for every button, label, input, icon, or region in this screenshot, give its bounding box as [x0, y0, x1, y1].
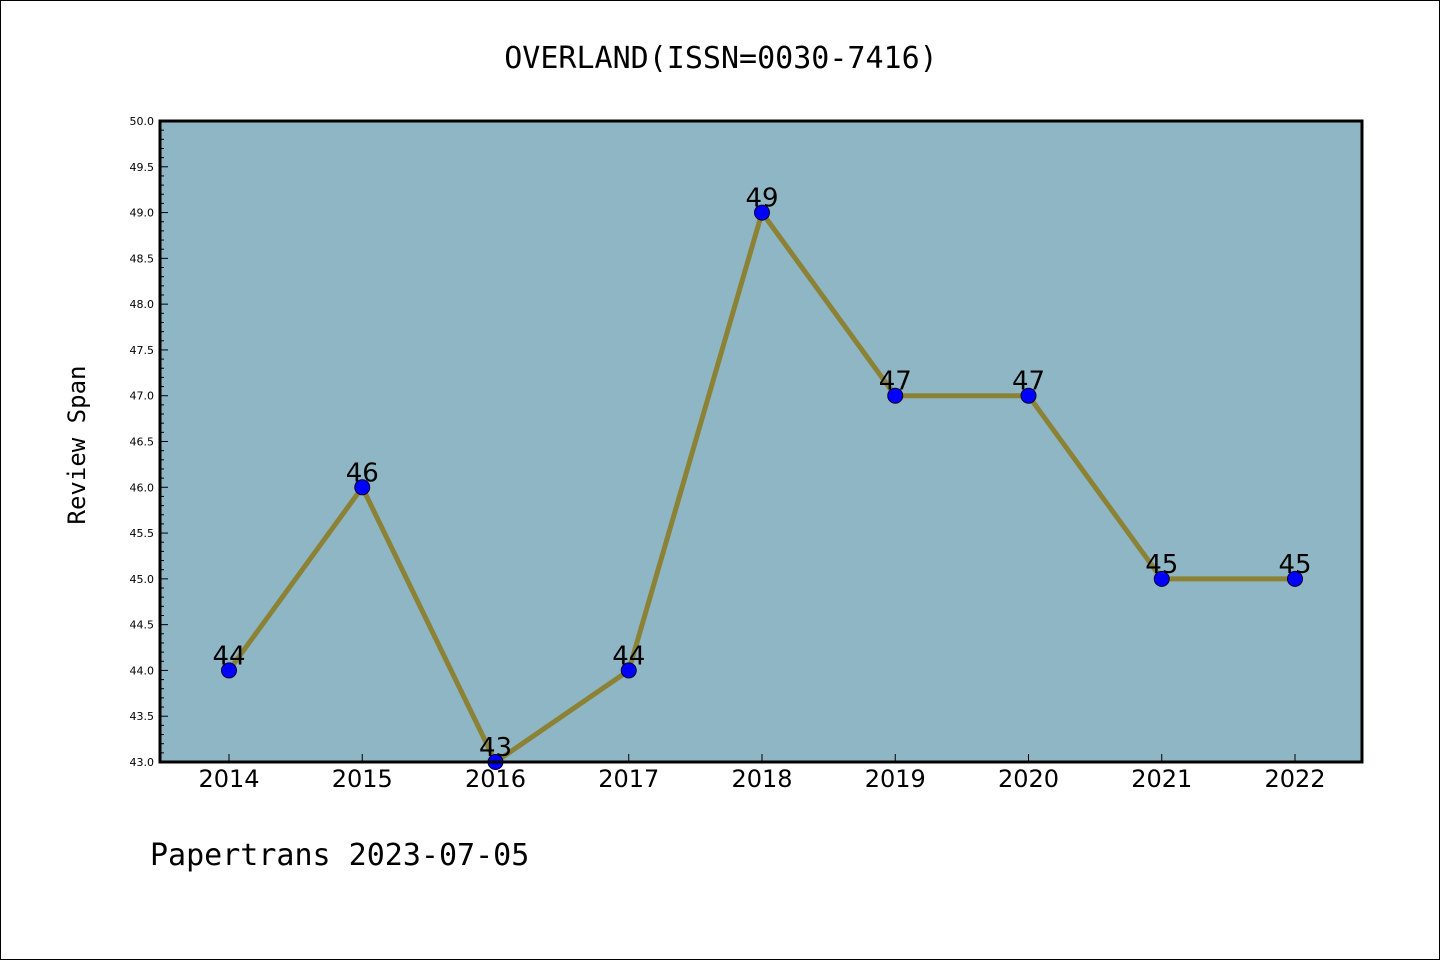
y-tick-label: 49.0	[130, 207, 155, 220]
y-tick-label: 49.5	[130, 161, 155, 174]
data-point	[354, 479, 371, 496]
footer-caption: Papertrans 2023-07-05	[150, 838, 529, 873]
plot-border	[158, 119, 1364, 764]
y-tick-label: 46.0	[130, 481, 155, 494]
plot-area: 43.0 43.5 44.0 44.5 45.0 45.5 46.0 46.5 47.0 47.5…	[130, 115, 1364, 793]
data-point	[1153, 570, 1170, 587]
data-label: 44	[612, 641, 645, 671]
x-tick-label: 2021	[1131, 765, 1192, 793]
y-tick-label: 50.0	[130, 115, 155, 128]
data-point	[754, 204, 770, 221]
y-tick-label: 43.0	[130, 756, 155, 769]
y-tick-label: 47.5	[130, 344, 155, 357]
y-tick-label: 45.0	[130, 573, 155, 586]
x-tick-label: 2017	[598, 765, 659, 793]
data-label: 47	[1012, 367, 1045, 397]
data-label: 43	[479, 733, 512, 763]
plot-background	[160, 121, 1362, 762]
y-tick-label: 46.5	[130, 436, 155, 449]
data-label: 45	[1145, 550, 1178, 580]
x-tick-label: 2014	[198, 765, 259, 793]
data-label: 44	[212, 641, 245, 671]
data-point	[1020, 387, 1037, 404]
data-point	[1287, 570, 1303, 587]
y-tick-label: 44.5	[130, 619, 155, 632]
y-tick-label: 48.0	[130, 298, 155, 311]
data-label: 49	[745, 184, 778, 214]
data-point	[620, 662, 637, 679]
y-tick-label: 45.5	[130, 527, 155, 540]
data-label: 46	[346, 458, 379, 488]
x-tick-label: 2019	[865, 765, 926, 793]
data-label: 45	[1278, 550, 1311, 580]
y-tick-label: 43.5	[130, 710, 155, 723]
data-point	[221, 662, 237, 679]
y-axis-label: Review Span	[63, 366, 91, 525]
x-tick-label: 2022	[1264, 765, 1325, 793]
x-tick-label: 2020	[998, 765, 1059, 793]
data-label: 47	[879, 367, 912, 397]
x-tick-label: 2018	[731, 765, 792, 793]
data-point	[887, 387, 904, 404]
y-tick-label: 44.0	[130, 664, 155, 677]
y-tick-label: 47.0	[130, 390, 155, 403]
chart-title: OVERLAND(ISSN=0030-7416)	[504, 41, 937, 76]
y-tick-label: 48.5	[130, 252, 155, 265]
x-tick-label: 2015	[332, 765, 393, 793]
